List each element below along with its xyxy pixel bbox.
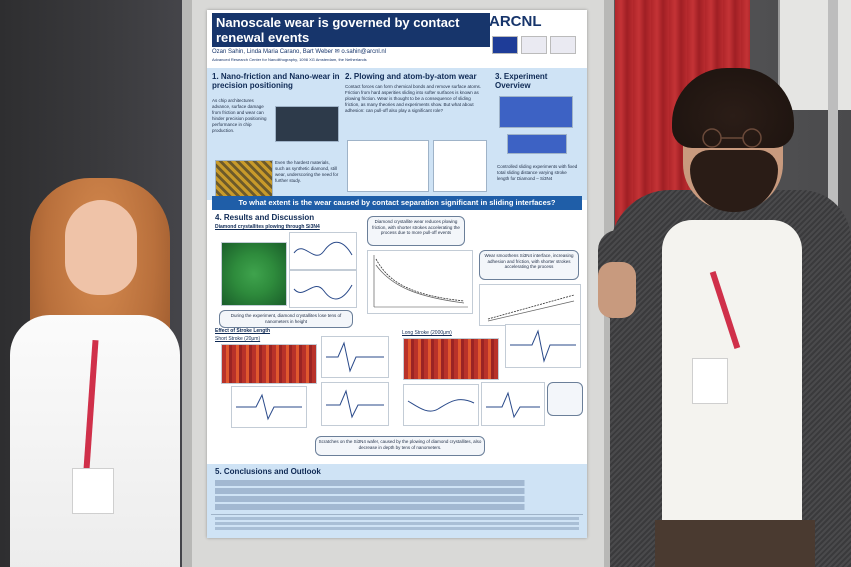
bond-formation-figure	[347, 140, 429, 192]
adhesive-friction-callout: Wear smoothens Si3N4 interface, increasi…	[479, 250, 579, 280]
scratch-depth-caption: Scratches on the Si3N4 wafer, caused by …	[315, 436, 485, 456]
short-stroke-curve-2	[236, 393, 302, 421]
adhesive-friction-plot	[479, 284, 581, 326]
long-stroke-curve-1	[510, 329, 576, 363]
ack-line	[215, 527, 579, 530]
poster-header: Nanoscale wear is governed by contact re…	[207, 10, 587, 65]
section-4-subheading: Diamond crystallites plowing through Si3…	[215, 224, 320, 230]
crystallite-height-caption: During the experiment, diamond crystalli…	[219, 310, 353, 328]
poster-authors: Ozan Sahin, Linda Maria Carano, Bart Web…	[212, 49, 387, 55]
section-5-heading: 5. Conclusions and Outlook	[215, 467, 321, 476]
erc-logo-icon	[521, 36, 547, 54]
man-brown-pants	[655, 520, 815, 567]
glasses-icon	[702, 128, 762, 148]
section-1-heading: 1. Nano-friction and Nano-wear in precis…	[212, 72, 340, 90]
short-stroke-profile-3	[321, 382, 389, 426]
board-pole-left	[182, 0, 192, 567]
section-3-heading: 3. Experiment Overview	[495, 72, 548, 90]
man-name-badge	[692, 358, 728, 404]
acknowledgements-box	[211, 514, 583, 537]
man-hand	[598, 262, 636, 318]
plowing-schematic-figure	[433, 140, 487, 192]
positioning-stage-figure	[275, 106, 339, 142]
research-question-banner: To what extent is the wear caused by con…	[212, 196, 582, 210]
friction-decay-curves	[373, 255, 468, 308]
man-curly-hair	[672, 68, 794, 148]
short-stroke-profile-2	[231, 386, 307, 428]
short-stroke-afm-map	[221, 344, 317, 384]
long-stroke-profile-3	[481, 382, 545, 426]
conclusion-line	[215, 504, 579, 510]
woman-face	[65, 200, 137, 295]
section-1-body: As chip architectures advance, surface d…	[212, 98, 267, 133]
stroke-length-heading: Effect of Stroke Length	[215, 328, 271, 334]
friction-vs-distance-plot	[367, 250, 473, 314]
long-stroke-curve-2	[407, 399, 475, 412]
height-profile-curve-2	[293, 284, 353, 300]
height-profile-curve-1	[293, 241, 353, 256]
plowing-friction-callout: Diamond crystallite wear reduces plowing…	[367, 216, 465, 246]
man-white-tshirt	[662, 220, 802, 530]
section-2-heading: 2. Plowing and atom-by-atom wear	[345, 72, 477, 81]
short-stroke-curve-1	[326, 341, 384, 373]
background-sign	[778, 0, 851, 110]
sponsor-logos	[492, 36, 582, 54]
conclusion-line	[215, 496, 579, 502]
section-4-heading: 4. Results and Discussion	[215, 213, 315, 222]
poster-title: Nanoscale wear is governed by contact re…	[212, 13, 490, 47]
long-stroke-curve-3	[486, 391, 540, 419]
height-profile-plot-1	[289, 232, 357, 270]
ack-line	[215, 522, 579, 525]
eu-flag-icon	[492, 36, 518, 54]
ack-line	[215, 517, 579, 520]
intro-band: 1. Nano-friction and Nano-wear in precis…	[207, 68, 587, 200]
long-stroke-profile-2	[403, 384, 479, 426]
asperities-callout	[547, 382, 583, 416]
section-2-body: Contact forces can form chemical bonds a…	[345, 84, 482, 113]
short-stroke-profile-1	[321, 336, 389, 378]
afm-height-map	[221, 242, 287, 306]
conclusion-line	[215, 480, 579, 486]
woman-name-badge	[72, 468, 114, 514]
height-profile-plot-2	[289, 270, 357, 308]
section-1-body-2: Even the hardest materials, such as synt…	[275, 160, 339, 183]
sliding-sample-figure	[507, 134, 567, 154]
poster-affiliation: Advanced Research Center for Nanolithogr…	[212, 57, 367, 62]
university-seal-icon	[550, 36, 576, 54]
wafer-chip-figure	[215, 160, 273, 198]
section-3-body: Controlled sliding experiments with fixe…	[497, 164, 578, 181]
afm-tip-figure	[499, 96, 573, 128]
conclusion-line	[215, 488, 579, 494]
arcnl-logo: ARCNL	[489, 13, 542, 30]
short-stroke-label: Short Stroke (20μm)	[215, 336, 261, 342]
friction-rise-lines	[487, 294, 575, 322]
long-stroke-afm-map	[403, 338, 499, 380]
long-stroke-profile-1	[505, 324, 581, 368]
long-stroke-label: Long Stroke (2000μm)	[402, 330, 452, 336]
short-stroke-curve-3	[326, 389, 384, 419]
scientific-poster: Nanoscale wear is governed by contact re…	[207, 10, 587, 538]
conclusion-text-lines	[215, 480, 579, 512]
